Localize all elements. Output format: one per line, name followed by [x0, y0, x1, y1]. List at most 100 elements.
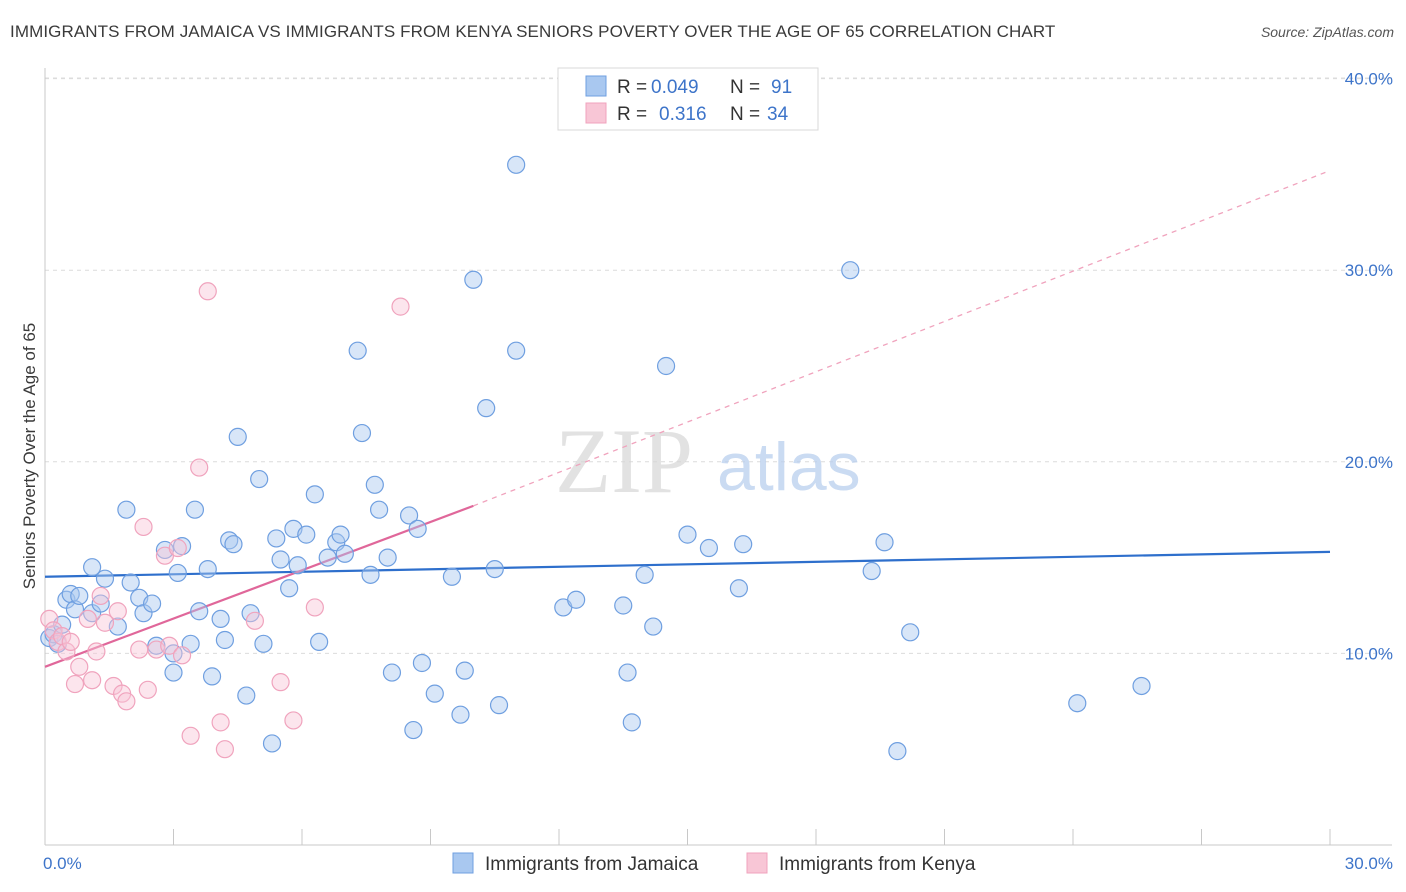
point-kenya [271, 673, 290, 692]
point-jamaica [305, 485, 324, 504]
x-tick-label-max: 30.0% [1345, 854, 1393, 873]
point-jamaica [635, 565, 654, 584]
point-jamaica [121, 573, 140, 592]
point-jamaica [699, 538, 719, 558]
point-jamaica [455, 661, 474, 680]
point-jamaica [91, 594, 110, 613]
gridlines [45, 77, 1392, 654]
point-jamaica [678, 525, 697, 544]
point-kenya [40, 609, 59, 629]
point-jamaica [331, 525, 350, 544]
point-kenya [284, 711, 303, 730]
y-tick-label: 40.0% [1345, 70, 1393, 89]
point-kenya [190, 458, 209, 477]
chart-title: IMMIGRANTS FROM JAMAICA VS IMMIGRANTS FR… [10, 22, 1056, 41]
point-jamaica [335, 544, 354, 563]
point-kenya [391, 297, 410, 316]
stats-n-label-jamaica: N = [730, 77, 760, 98]
point-jamaica [117, 500, 136, 519]
point-jamaica [451, 705, 470, 724]
x-tick-label-min: 0.0% [43, 854, 82, 873]
point-kenya [305, 598, 324, 617]
stats-n-label-kenya: N = [730, 104, 760, 125]
series-legend: Immigrants from Jamaica Immigrants from … [452, 852, 976, 875]
point-jamaica [734, 535, 753, 554]
point-jamaica [190, 602, 209, 621]
point-jamaica [228, 427, 247, 446]
point-jamaica [202, 667, 222, 686]
point-kenya [215, 740, 234, 759]
point-jamaica [142, 594, 162, 613]
point-jamaica [185, 500, 205, 519]
point-kenya [134, 517, 153, 537]
point-kenya [198, 282, 217, 301]
point-jamaica [365, 475, 384, 494]
point-jamaica [271, 550, 290, 569]
point-jamaica [254, 634, 273, 653]
watermark-atlas: atlas [717, 429, 861, 505]
point-jamaica [477, 399, 496, 418]
stats-r-value-kenya: 0.316 [659, 104, 707, 125]
legend-swatch-kenya [746, 852, 768, 874]
point-jamaica [297, 525, 316, 544]
point-kenya [108, 602, 127, 621]
stats-legend: R = 0.049 N = 91 R = 0.316 N = 34 [557, 67, 819, 131]
x-ticks [173, 829, 1331, 845]
point-kenya [211, 713, 230, 732]
point-jamaica [489, 696, 509, 715]
point-jamaica [567, 590, 586, 609]
point-jamaica [464, 270, 483, 289]
point-jamaica [622, 713, 641, 732]
point-jamaica [318, 548, 337, 567]
point-kenya [95, 613, 115, 632]
point-jamaica [425, 684, 444, 703]
stats-r-value-jamaica: 0.049 [651, 77, 699, 98]
point-jamaica [370, 500, 389, 519]
legend-label-kenya: Immigrants from Kenya [779, 854, 976, 875]
stats-r-label-kenya: R = [617, 104, 647, 125]
y-tick-label: 10.0% [1345, 644, 1393, 663]
point-kenya [181, 726, 200, 745]
stats-n-value-jamaica: 91 [771, 77, 792, 98]
point-kenya [138, 680, 157, 699]
point-jamaica [348, 341, 367, 360]
point-jamaica [164, 663, 183, 682]
point-jamaica [656, 356, 676, 376]
legend-label-jamaica: Immigrants from Jamaica [485, 854, 699, 875]
point-jamaica [901, 623, 920, 642]
point-kenya [160, 636, 179, 655]
point-kenya [91, 586, 110, 606]
point-jamaica [1132, 676, 1151, 696]
data-points [40, 155, 1151, 761]
point-jamaica [442, 567, 462, 586]
point-jamaica [65, 600, 85, 619]
stats-swatch-kenya [585, 102, 607, 124]
point-jamaica [644, 617, 663, 636]
point-jamaica [215, 630, 234, 650]
point-jamaica [267, 529, 286, 548]
y-tick-label: 20.0% [1345, 453, 1393, 472]
point-kenya [61, 632, 80, 652]
point-jamaica [378, 548, 397, 567]
point-jamaica [507, 155, 526, 174]
watermark-zip: ZIP [555, 410, 693, 512]
point-jamaica [237, 686, 256, 705]
point-jamaica [841, 261, 860, 280]
point-kenya [78, 609, 97, 629]
point-kenya [65, 674, 85, 694]
point-kenya [245, 611, 264, 630]
point-jamaica [507, 341, 526, 360]
trend-line-kenya-extension [473, 169, 1331, 507]
point-jamaica [862, 561, 881, 581]
point-kenya [117, 692, 136, 711]
point-kenya [87, 642, 106, 661]
point-jamaica [168, 563, 187, 583]
point-jamaica [280, 579, 299, 598]
point-jamaica [618, 663, 637, 682]
point-jamaica [83, 558, 102, 577]
point-jamaica [408, 519, 427, 538]
point-jamaica [412, 653, 432, 673]
legend-swatch-jamaica [452, 852, 474, 874]
stats-swatch-jamaica [585, 75, 607, 97]
